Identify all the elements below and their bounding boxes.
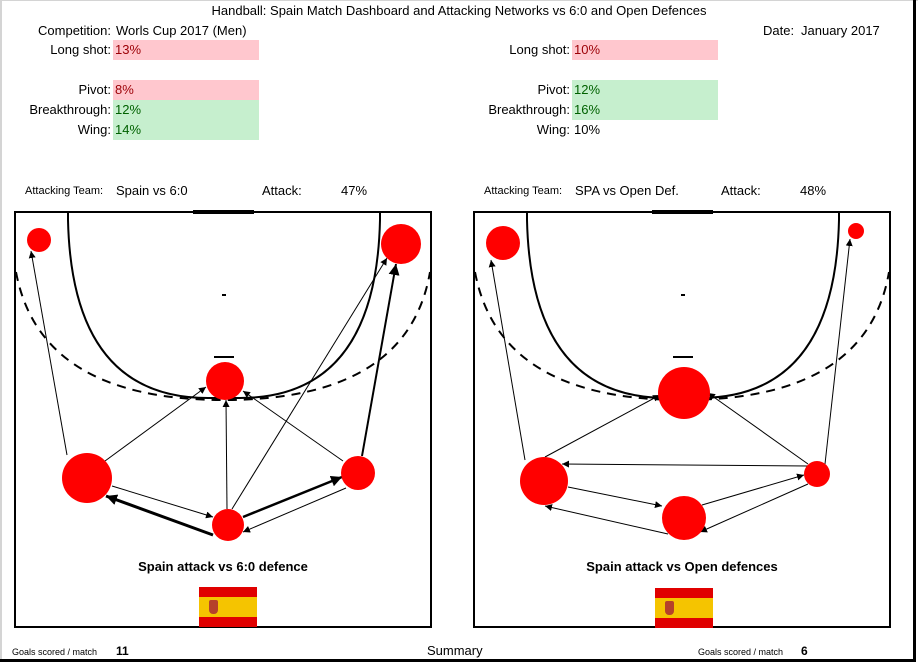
attack-value: 47%: [341, 183, 368, 198]
competition-label: Competition:: [38, 23, 111, 38]
stat-label: Wing:: [536, 122, 570, 137]
stat-long-shot-value: 10%: [572, 40, 718, 60]
spain-flag-icon: [199, 587, 257, 627]
attacking-team-value: SPA vs Open Def.: [575, 183, 679, 198]
network-left-nodes: [27, 224, 421, 541]
network-left-edges: [28, 250, 400, 537]
stat-label: Pivot:: [537, 82, 570, 97]
network-caption-left: Spain attack vs 6:0 defence: [138, 559, 308, 574]
network-right-edges: [488, 238, 853, 535]
stat-label: Pivot:: [78, 82, 111, 97]
stat-label: Long shot:: [509, 42, 570, 57]
attack-label: Attack:: [262, 183, 302, 198]
attacking-team-value: Spain vs 6:0: [116, 183, 188, 198]
stat-label: Long shot:: [50, 42, 111, 57]
stat-label: Breakthrough:: [29, 102, 111, 117]
network-caption-right: Spain attack vs Open defences: [586, 559, 778, 574]
spain-flag-icon: [655, 588, 713, 628]
window-frame-bottom: [0, 659, 916, 662]
stat-pivot-value: 12%: [572, 80, 718, 100]
attack-value: 48%: [800, 183, 827, 198]
date-value: January 2017: [801, 23, 880, 38]
stat-label: Wing:: [77, 122, 111, 137]
network-right-nodes: [486, 223, 864, 540]
attacking-team-label: Attacking Team:: [25, 185, 104, 197]
goals-label-right: Goals scored / match: [698, 647, 784, 657]
stat-long-shot-value: 13%: [113, 40, 259, 60]
stat-wing-value: 10%: [574, 122, 601, 137]
goals-value-left: 11: [116, 644, 129, 658]
stat-pivot-value: 8%: [113, 80, 259, 100]
window-frame-top: [0, 0, 918, 1]
date-label: Date:: [763, 23, 795, 38]
dashboard-title: Handball: Spain Match Dashboard and Atta…: [211, 3, 707, 18]
summary-label: Summary: [427, 643, 483, 658]
window-frame-right: [913, 0, 916, 662]
window-frame-left: [0, 0, 2, 662]
stat-breakthrough-value: 16%: [572, 100, 718, 120]
attack-label: Attack:: [721, 183, 761, 198]
competition-value: Worls Cup 2017 (Men): [116, 23, 247, 38]
stat-wing-value: 14%: [113, 120, 259, 140]
stat-label: Breakthrough:: [488, 102, 570, 117]
attacking-team-label: Attacking Team:: [484, 185, 563, 197]
stat-breakthrough-value: 12%: [113, 100, 259, 120]
goals-value-right: 6: [801, 644, 808, 658]
goals-label-left: Goals scored / match: [12, 647, 98, 657]
